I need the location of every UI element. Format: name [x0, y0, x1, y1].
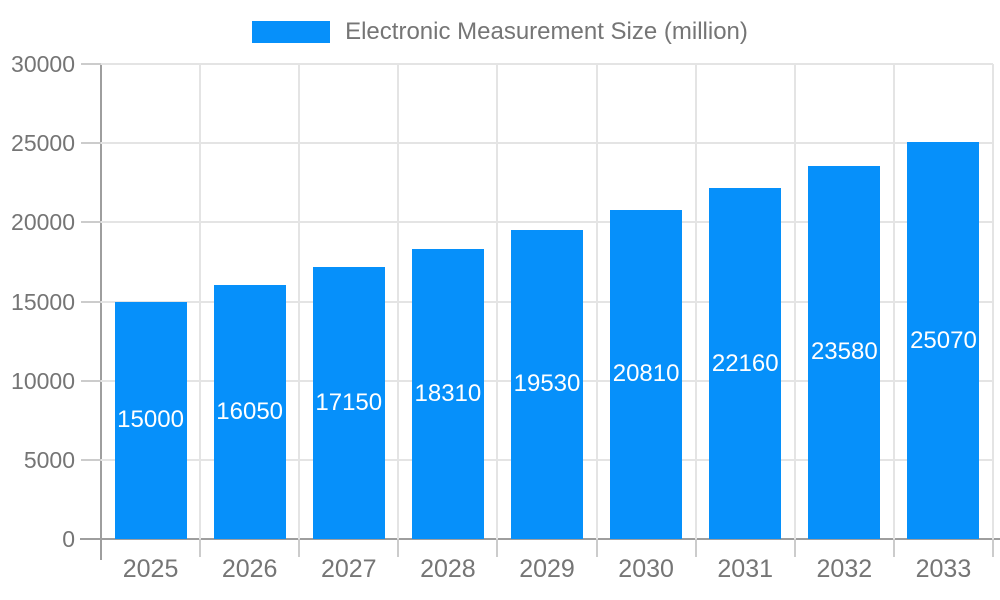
- bar-2031: 22160: [709, 188, 782, 539]
- bar-value-label: 16050: [216, 397, 284, 425]
- y-tick-mark: [81, 379, 101, 382]
- x-tick-mark: [992, 539, 994, 557]
- y-tick-label: 25000: [11, 130, 75, 157]
- bar-2033: 25070: [907, 142, 980, 539]
- legend-swatch: [252, 21, 331, 43]
- y-tick-label: 0: [62, 526, 75, 552]
- v-gridline: [397, 64, 400, 539]
- v-gridline: [199, 64, 202, 539]
- bar-value-label: 25070: [910, 326, 977, 354]
- v-gridline: [496, 64, 499, 539]
- bar-value-label: 17150: [315, 389, 383, 417]
- y-tick-label: 10000: [11, 367, 75, 394]
- bar-2029: 19530: [511, 229, 583, 539]
- h-gridline: [101, 142, 993, 145]
- y-tick-mark: [81, 63, 101, 65]
- legend-label: Electronic Measurement Size (million): [345, 18, 748, 45]
- x-tick-mark: [793, 539, 796, 557]
- x-tick-label: 2028: [420, 555, 476, 583]
- x-tick-label: 2033: [915, 555, 972, 583]
- x-tick-label: 2032: [816, 555, 873, 583]
- y-tick-mark: [81, 142, 101, 145]
- h-gridline: [101, 221, 993, 224]
- bar-2026: 16050: [213, 284, 286, 539]
- x-axis-line: [80, 538, 1000, 540]
- v-gridline: [298, 64, 301, 539]
- bar-value-label: 19530: [513, 370, 581, 398]
- bar-2030: 20810: [610, 209, 683, 539]
- bar-value-label: 22160: [711, 349, 779, 377]
- x-tick-mark: [892, 539, 895, 557]
- v-gridline: [595, 64, 598, 539]
- v-gridline: [793, 64, 796, 539]
- x-tick-mark: [199, 539, 202, 557]
- x-tick-label: 2029: [519, 555, 575, 583]
- bar-value-label: 23580: [810, 338, 878, 366]
- bar-value-label: 20810: [612, 360, 680, 388]
- x-tick-label: 2025: [122, 555, 179, 583]
- bar-value-label: 15000: [117, 406, 184, 434]
- plot-area: 0 5000 10000 15000 20000 25000 30000 15000 2025 1…: [11, 51, 994, 583]
- v-gridline: [694, 64, 697, 539]
- x-tick-mark: [694, 539, 697, 557]
- bar-2027: 17150: [312, 267, 385, 539]
- v-gridline: [992, 64, 994, 539]
- y-tick-label: 15000: [11, 288, 75, 315]
- x-tick-label: 2027: [320, 555, 377, 583]
- h-gridline: [101, 63, 993, 65]
- y-tick-mark: [81, 221, 101, 224]
- y-tick-label: 30000: [11, 51, 75, 77]
- bar-2025: 15000: [114, 301, 187, 539]
- bar-2028: 18310: [411, 249, 484, 539]
- y-axis-line: [100, 64, 102, 560]
- y-tick-mark: [81, 458, 101, 461]
- y-tick-label: 20000: [11, 209, 75, 236]
- y-tick-mark: [81, 300, 101, 303]
- x-tick-mark: [298, 539, 301, 557]
- y-tick-label: 5000: [23, 446, 75, 473]
- x-tick-mark: [496, 539, 499, 557]
- legend: Electronic Measurement Size (million): [0, 18, 1000, 46]
- x-tick-label: 2031: [717, 555, 774, 583]
- x-tick-label: 2026: [221, 555, 278, 583]
- x-tick-label: 2030: [618, 555, 674, 583]
- bar-value-label: 18310: [414, 380, 482, 408]
- x-tick-mark: [595, 539, 598, 557]
- v-gridline: [892, 64, 895, 539]
- x-tick-mark: [397, 539, 400, 557]
- bar-2032: 23580: [808, 165, 881, 539]
